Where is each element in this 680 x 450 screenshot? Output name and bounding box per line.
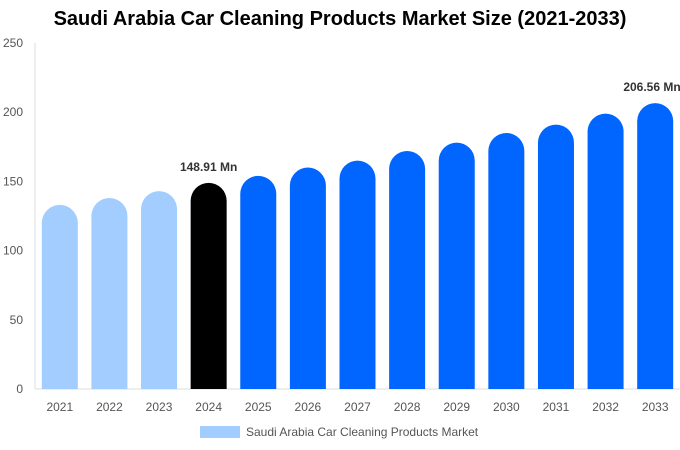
x-tick-label: 2024	[195, 400, 222, 414]
x-tick-label: 2029	[443, 400, 470, 414]
bar-2033	[637, 103, 674, 389]
x-tick-label: 2030	[493, 400, 520, 414]
bar-2021	[41, 204, 78, 389]
bar-2025	[240, 175, 277, 389]
bar-2031	[537, 124, 574, 389]
y-tick-label: 150	[3, 174, 23, 188]
y-tick-label: 100	[3, 244, 23, 258]
x-tick-label: 2026	[295, 400, 322, 414]
y-tick-label: 0	[16, 382, 23, 396]
y-tick-label: 50	[10, 313, 24, 327]
x-tick-label: 2031	[543, 400, 570, 414]
bar-2027	[339, 160, 376, 389]
bar-2024	[190, 182, 227, 389]
x-tick-label: 2023	[146, 400, 173, 414]
legend-label: Saudi Arabia Car Cleaning Products Marke…	[246, 425, 479, 439]
bar-2023	[141, 191, 178, 389]
chart-title: Saudi Arabia Car Cleaning Products Marke…	[53, 8, 627, 30]
x-tick-label: 2033	[642, 400, 669, 414]
data-label-2024: 148.91 Mn	[180, 160, 237, 174]
x-tick-label: 2032	[592, 400, 619, 414]
y-tick-label: 200	[3, 105, 23, 119]
data-label-2033: 206.56 Mn	[623, 80, 680, 94]
bar-2028	[389, 150, 426, 389]
x-tick-label: 2021	[46, 400, 73, 414]
bar-2032	[587, 113, 624, 390]
legend: Saudi Arabia Car Cleaning Products Marke…	[200, 425, 478, 439]
legend-swatch	[200, 426, 240, 438]
x-tick-label: 2022	[96, 400, 123, 414]
bar-2022	[91, 198, 128, 389]
y-tick-label: 250	[3, 36, 23, 50]
bar-2030	[488, 132, 525, 389]
bar-2026	[289, 167, 326, 389]
x-tick-label: 2025	[245, 400, 272, 414]
bar-2029	[438, 142, 475, 389]
x-tick-label: 2027	[344, 400, 371, 414]
x-tick-label: 2028	[394, 400, 421, 414]
